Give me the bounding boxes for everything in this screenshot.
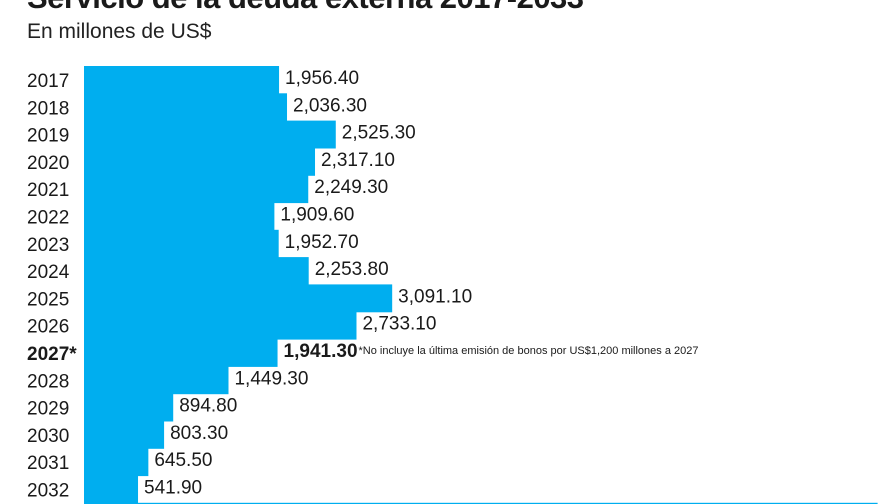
value-label: 645.50 — [154, 450, 212, 471]
category-label: 2020 — [27, 153, 69, 174]
bar-2018 — [84, 93, 288, 122]
bar-2030 — [84, 420, 165, 449]
value-label: 1,952.70 — [285, 232, 359, 253]
bar-2022 — [84, 202, 275, 231]
bar-2020 — [84, 147, 316, 176]
bar-2017 — [84, 66, 280, 94]
value-label: 2,249.30 — [314, 177, 388, 198]
bar-2029 — [84, 393, 174, 422]
bar-2023 — [84, 229, 279, 258]
chart-subtitle: En millones de US$ — [27, 20, 212, 43]
value-label: 2,036.30 — [293, 95, 367, 116]
category-label: 2019 — [27, 126, 69, 147]
bar-2025 — [84, 284, 393, 313]
bar-2027 — [84, 339, 278, 367]
category-label: 2029 — [27, 399, 69, 420]
value-label: 803.30 — [170, 423, 228, 444]
category-label: 2022 — [27, 208, 69, 229]
value-label: 2,317.10 — [321, 150, 395, 171]
category-label: 2021 — [27, 180, 69, 201]
bar-2026 — [84, 311, 357, 340]
category-label: 2024 — [27, 262, 70, 283]
bar-2019 — [84, 120, 336, 149]
value-label: 2,525.30 — [342, 123, 416, 144]
category-label: 2017 — [27, 71, 69, 92]
category-label: 2032 — [27, 481, 69, 502]
bar-2021 — [84, 175, 309, 204]
bar-2028 — [84, 366, 229, 395]
category-label: 2025 — [27, 289, 69, 310]
value-label: 1,449.30 — [234, 368, 308, 389]
category-label: 2027* — [27, 344, 77, 365]
bar-2032 — [84, 475, 139, 504]
category-label: 2030 — [27, 426, 69, 447]
value-label: 2,733.10 — [362, 314, 436, 335]
value-label: 3,091.10 — [398, 286, 472, 307]
category-label: 2026 — [27, 317, 69, 338]
value-label: 894.80 — [179, 396, 237, 417]
value-label: 541.90 — [144, 478, 202, 499]
bar-2024 — [84, 257, 309, 285]
category-label: 2031 — [27, 453, 69, 474]
value-label: 1,956.40 — [285, 68, 359, 89]
value-label: 1,941.30 — [284, 341, 358, 362]
category-label: 2028 — [27, 371, 69, 392]
value-label: 2,253.80 — [315, 259, 389, 280]
category-label: 2023 — [27, 235, 69, 256]
category-label: 2018 — [27, 98, 69, 119]
footnote-annotation: *No incluye la última emisión de bonos p… — [359, 345, 699, 357]
value-label: 1,909.60 — [280, 205, 354, 226]
bar-2031 — [84, 448, 149, 477]
chart-title: Servicio de la deuda externa 2017-2033 — [27, 0, 584, 16]
bar-2033 — [84, 502, 878, 504]
